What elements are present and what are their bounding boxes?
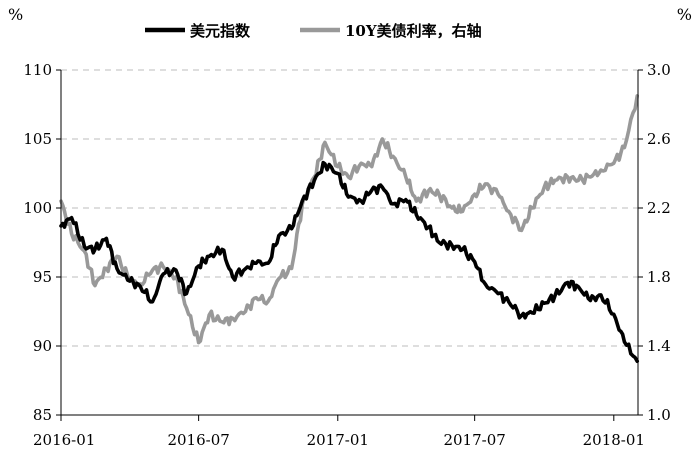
right-tick-label: 2.2 bbox=[647, 199, 671, 217]
gridlines bbox=[61, 69, 638, 347]
series-lines bbox=[59, 94, 640, 364]
x-tick-label: 2018-01 bbox=[583, 431, 645, 449]
right-tick-label: 1.8 bbox=[647, 268, 671, 286]
right-tick-label: 1.0 bbox=[647, 406, 671, 424]
tick-marks-and-labels: 85 90 95 100 105 110 1.0 1.4 1.8 2.2 2.6 3.0 2016-01… bbox=[23, 61, 671, 449]
right-unit-label: % bbox=[677, 5, 692, 24]
x-tick-label: 2016-01 bbox=[33, 431, 95, 449]
legend: 美元指数 10Y美债利率，右轴 bbox=[145, 22, 482, 40]
legend-label-ust10y: 10Y美债利率，右轴 bbox=[345, 22, 482, 40]
left-unit-label: % bbox=[8, 5, 23, 24]
left-tick-label: 100 bbox=[23, 199, 52, 217]
x-tick-label: 2016-07 bbox=[167, 431, 229, 449]
x-tick-label: 2017-07 bbox=[443, 431, 505, 449]
left-tick-label: 105 bbox=[23, 130, 52, 148]
legend-label-dxy: 美元指数 bbox=[190, 22, 251, 40]
x-tick-label: 2017-01 bbox=[307, 431, 369, 449]
left-tick-label: 90 bbox=[33, 337, 52, 355]
axes bbox=[60, 70, 639, 416]
left-tick-label: 85 bbox=[33, 406, 52, 424]
series-line-dxy bbox=[59, 160, 640, 364]
left-tick-label: 95 bbox=[33, 268, 52, 286]
series-line-ust10y bbox=[59, 94, 640, 345]
right-tick-label: 2.6 bbox=[647, 130, 671, 148]
right-tick-label: 3.0 bbox=[647, 61, 671, 79]
right-tick-label: 1.4 bbox=[647, 337, 671, 355]
left-tick-label: 110 bbox=[23, 61, 52, 79]
